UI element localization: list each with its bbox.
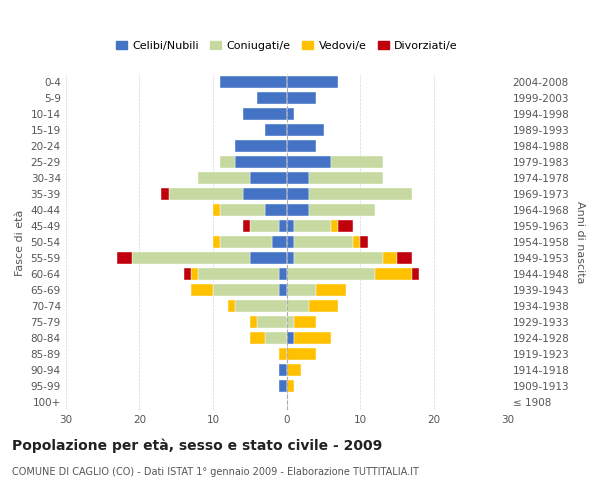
Bar xyxy=(309,300,338,312)
Bar xyxy=(316,284,346,296)
Bar xyxy=(383,252,397,264)
Bar xyxy=(287,316,294,328)
Bar xyxy=(287,76,338,88)
Bar xyxy=(257,92,287,104)
Bar xyxy=(257,316,287,328)
Bar xyxy=(287,156,331,168)
Bar xyxy=(191,284,213,296)
Bar xyxy=(250,172,287,184)
Bar xyxy=(353,236,361,248)
Bar xyxy=(294,220,331,232)
Bar xyxy=(361,236,368,248)
Bar xyxy=(220,156,235,168)
Bar xyxy=(338,220,353,232)
Bar xyxy=(280,380,287,392)
Bar xyxy=(265,332,287,344)
Bar xyxy=(191,268,199,280)
Bar xyxy=(287,108,294,120)
Bar xyxy=(265,204,287,216)
Bar xyxy=(161,188,169,200)
Bar xyxy=(287,332,294,344)
Bar xyxy=(220,76,287,88)
Bar xyxy=(287,124,323,136)
Text: COMUNE DI CAGLIO (CO) - Dati ISTAT 1° gennaio 2009 - Elaborazione TUTTITALIA.IT: COMUNE DI CAGLIO (CO) - Dati ISTAT 1° ge… xyxy=(12,467,419,477)
Legend: Celibi/Nubili, Coniugati/e, Vedovi/e, Divorziati/e: Celibi/Nubili, Coniugati/e, Vedovi/e, Di… xyxy=(111,36,462,56)
Text: Popolazione per età, sesso e stato civile - 2009: Popolazione per età, sesso e stato civil… xyxy=(12,438,382,453)
Bar xyxy=(331,220,338,232)
Bar xyxy=(280,268,287,280)
Bar xyxy=(199,172,250,184)
Bar xyxy=(242,220,250,232)
Bar xyxy=(132,252,250,264)
Bar xyxy=(228,300,235,312)
Bar xyxy=(213,236,220,248)
Bar xyxy=(287,140,316,152)
Bar xyxy=(309,204,375,216)
Bar xyxy=(397,252,412,264)
Bar xyxy=(287,268,375,280)
Bar xyxy=(287,348,316,360)
Bar xyxy=(375,268,412,280)
Bar xyxy=(184,268,191,280)
Bar xyxy=(235,156,287,168)
Bar xyxy=(294,316,316,328)
Bar xyxy=(199,268,280,280)
Bar xyxy=(287,380,294,392)
Bar xyxy=(280,284,287,296)
Bar xyxy=(235,300,287,312)
Bar xyxy=(412,268,419,280)
Bar xyxy=(287,300,309,312)
Bar xyxy=(169,188,242,200)
Bar xyxy=(331,156,383,168)
Bar xyxy=(287,172,309,184)
Bar xyxy=(220,236,272,248)
Bar xyxy=(265,124,287,136)
Y-axis label: Anni di nascita: Anni di nascita xyxy=(575,201,585,283)
Bar xyxy=(250,252,287,264)
Text: Maschi: Maschi xyxy=(0,499,1,500)
Bar xyxy=(287,252,294,264)
Bar xyxy=(235,140,287,152)
Bar xyxy=(287,92,316,104)
Bar xyxy=(213,204,220,216)
Bar xyxy=(280,220,287,232)
Bar xyxy=(294,236,353,248)
Y-axis label: Fasce di età: Fasce di età xyxy=(15,209,25,276)
Bar xyxy=(287,284,316,296)
Bar xyxy=(294,332,331,344)
Bar xyxy=(287,364,301,376)
Bar xyxy=(309,188,412,200)
Bar xyxy=(309,172,383,184)
Bar xyxy=(280,348,287,360)
Bar xyxy=(250,316,257,328)
Bar xyxy=(250,220,280,232)
Bar xyxy=(250,332,265,344)
Bar xyxy=(287,220,294,232)
Bar xyxy=(117,252,132,264)
Bar xyxy=(272,236,287,248)
Bar xyxy=(242,188,287,200)
Bar xyxy=(220,204,265,216)
Bar xyxy=(294,252,383,264)
Bar xyxy=(280,364,287,376)
Bar xyxy=(242,108,287,120)
Bar xyxy=(213,284,280,296)
Bar xyxy=(287,188,309,200)
Bar xyxy=(287,204,309,216)
Bar xyxy=(287,236,294,248)
Text: Femmine: Femmine xyxy=(0,499,1,500)
